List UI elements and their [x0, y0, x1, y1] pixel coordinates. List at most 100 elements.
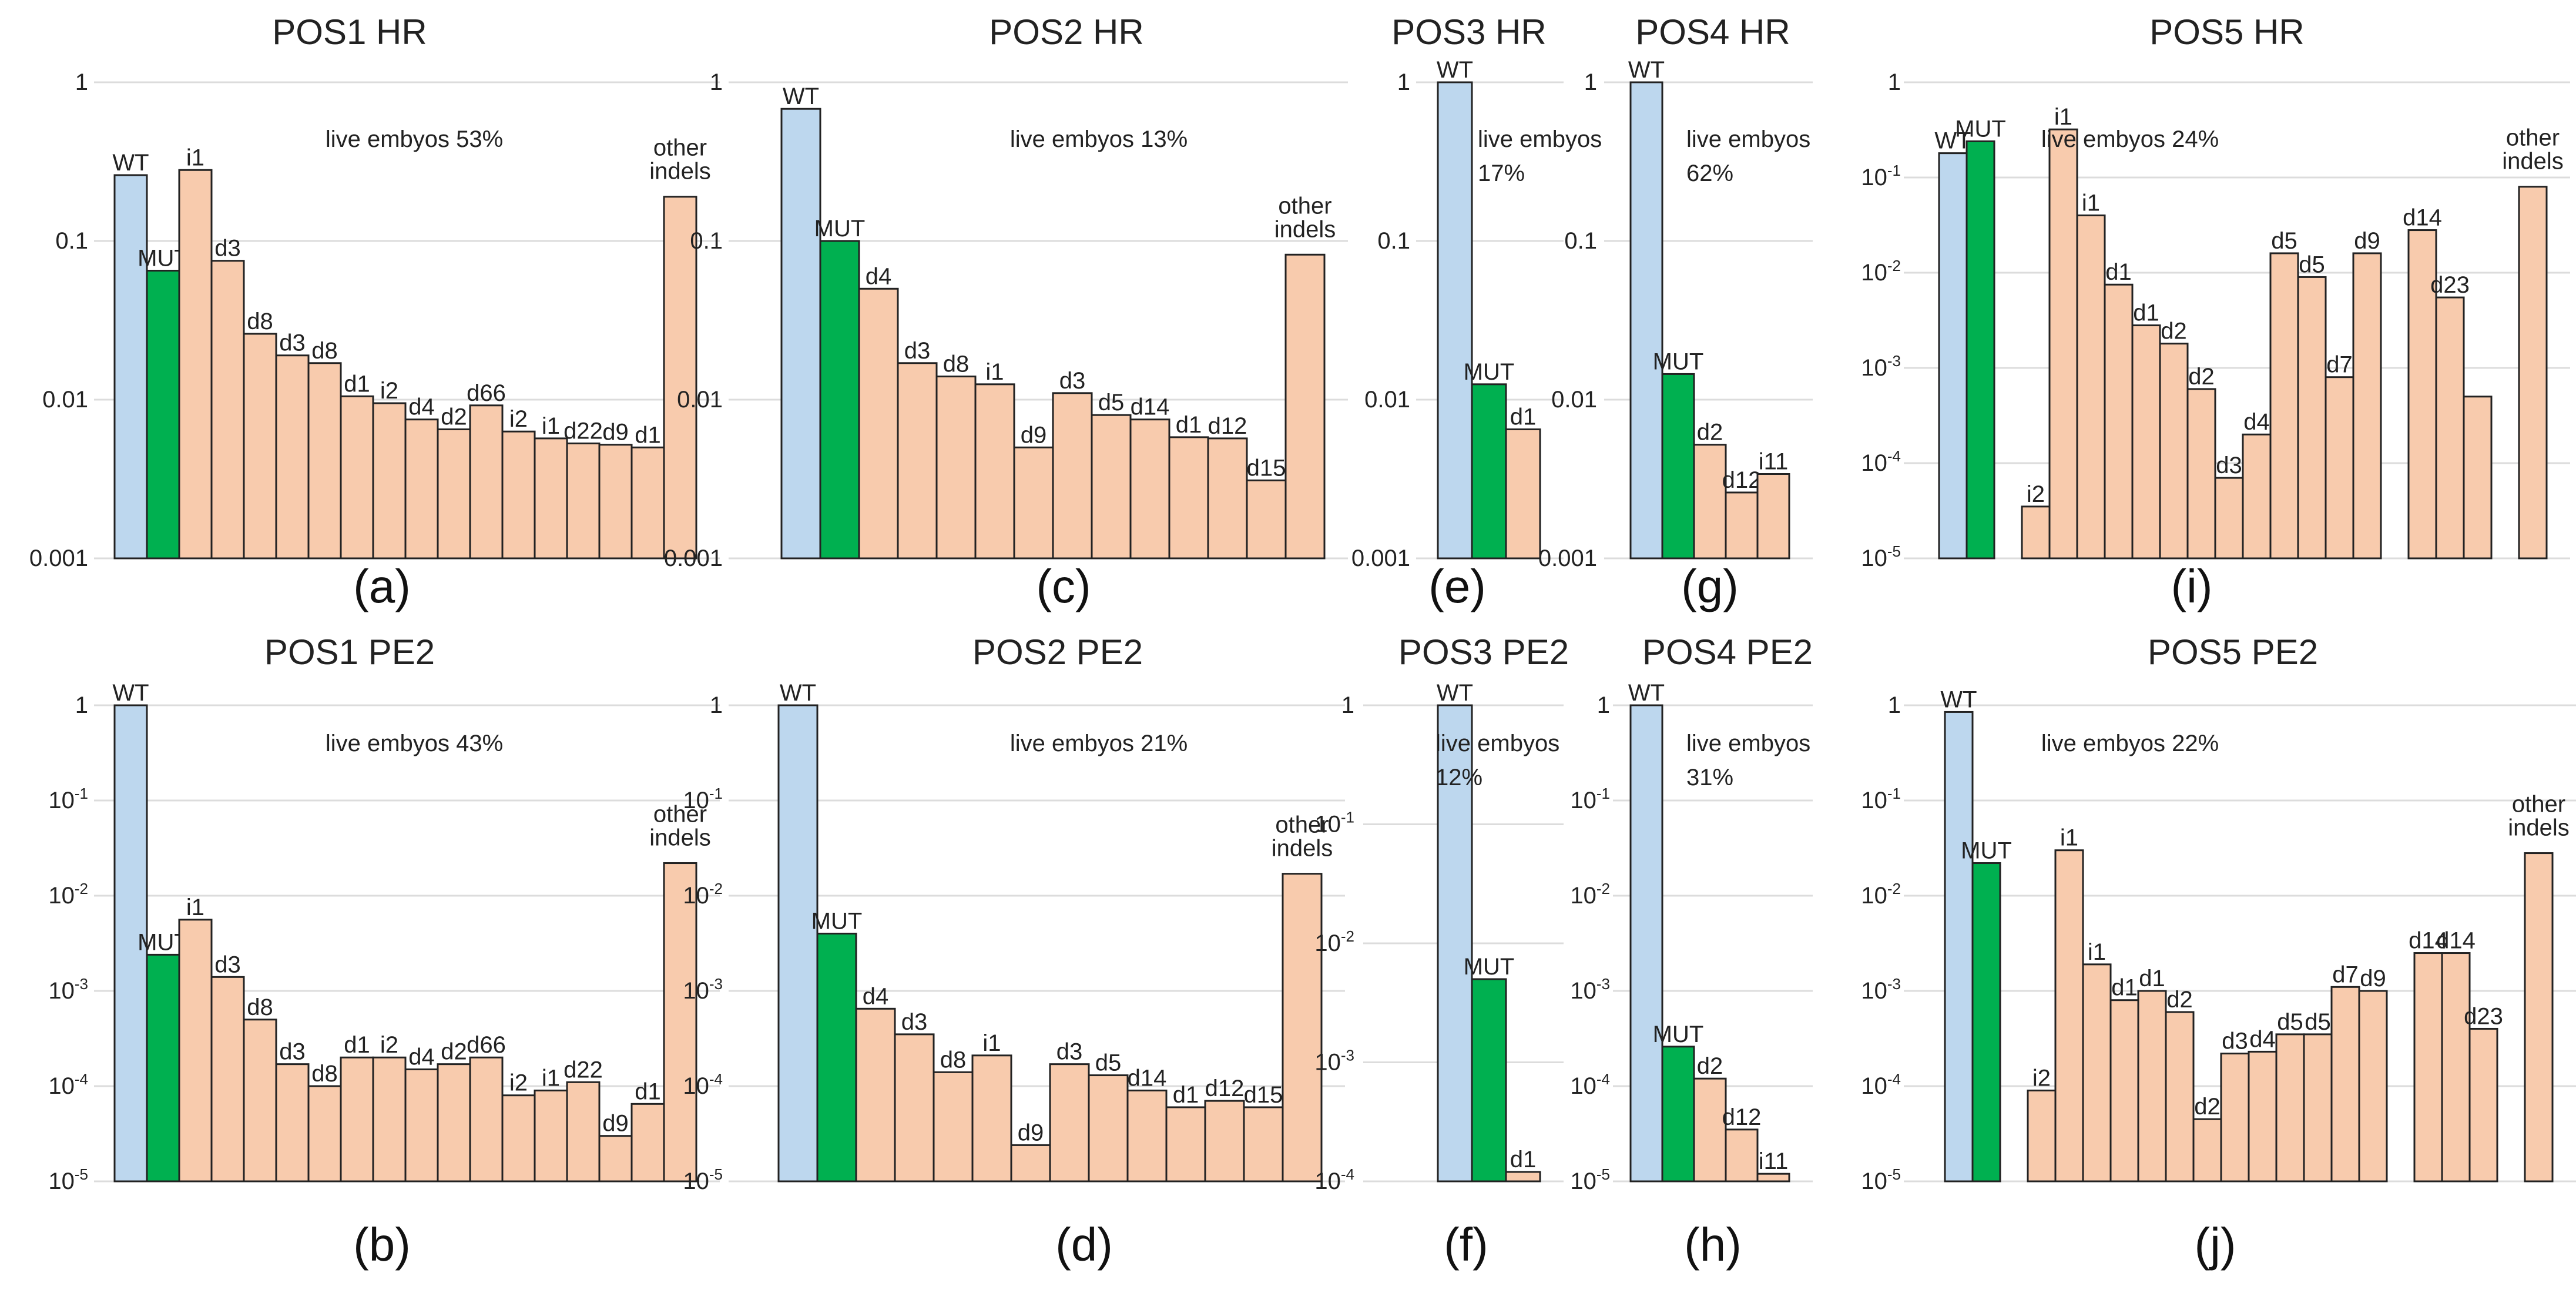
tick-label: 10-4	[48, 1070, 88, 1099]
panel-letter: (i)	[2171, 560, 2212, 612]
bar-d9	[598, 444, 633, 560]
bar-label: d14	[2436, 928, 2476, 954]
bar-label: MUT	[1961, 838, 2012, 864]
bar-d5	[2269, 252, 2299, 560]
bar-d3	[897, 362, 938, 560]
bar-label: WT	[1934, 128, 1971, 154]
bar-label: WT	[780, 680, 816, 706]
tick-label: 10-2	[1861, 257, 1901, 286]
bar-label: d8	[247, 309, 273, 334]
bar-label: i2	[509, 1070, 528, 1096]
panel-letter: (a)	[353, 560, 411, 612]
tick-label: 10-3	[1570, 975, 1610, 1004]
bar-WT	[1437, 704, 1473, 1183]
tick-label: 10-3	[48, 975, 88, 1004]
bar-WT	[1938, 152, 1968, 560]
bar-d1	[340, 395, 374, 560]
bar-d14	[1129, 418, 1170, 560]
bar-label: d12	[1208, 413, 1247, 439]
tick-label: 10-3	[683, 975, 723, 1004]
bar-d1	[340, 1056, 374, 1183]
bar-WT	[780, 108, 821, 560]
tick-label: 10-1	[683, 785, 723, 813]
tick-label: 10-2	[1861, 880, 1901, 909]
bar-i1	[534, 1089, 568, 1183]
live-embryos-note: live embyos	[1686, 731, 1810, 756]
bar-d66	[469, 1056, 504, 1183]
tick-label: 0.01	[42, 387, 88, 413]
bar-d9	[1013, 446, 1054, 560]
panel-i: 110-110-210-310-410-5WTMUTi2i1i1d1d1d2d2…	[1861, 12, 2570, 612]
bar-label: d1	[344, 1032, 370, 1058]
tick-label: 10-1	[1314, 809, 1354, 838]
bar-label: d9	[1018, 1120, 1044, 1145]
bar-label: WT	[112, 150, 149, 176]
tick-label: 1	[1888, 69, 1901, 95]
bar-d3	[894, 1033, 935, 1183]
bar-d2	[2186, 388, 2216, 560]
tick-label: 1	[710, 692, 723, 718]
bar-label: d3	[214, 952, 241, 977]
bar-label: MUT	[814, 216, 866, 242]
tick-label: 10-1	[1861, 162, 1901, 190]
bar-WT	[1944, 711, 1974, 1183]
tick-label: 0.1	[1564, 228, 1597, 254]
bar-d2	[1693, 1077, 1727, 1183]
bar-d8	[243, 1019, 277, 1183]
bar-label: d1	[1510, 404, 1537, 430]
bar-other-indels	[1284, 253, 1326, 560]
bar-label: d5	[2271, 228, 2297, 254]
live-embryos-note: live embyos	[1435, 731, 1559, 756]
bar-label: i11	[1759, 1148, 1788, 1174]
panel-letter: (h)	[1684, 1218, 1742, 1271]
chart-title: POS1 PE2	[264, 632, 435, 672]
bar-unlabeled	[2463, 396, 2493, 560]
bar-d23	[2468, 1027, 2498, 1183]
bar-label: WT	[1940, 686, 1977, 712]
bar-label: d5	[1095, 1050, 1122, 1076]
bar-label: d2	[1697, 420, 1723, 446]
bar-d2	[2159, 343, 2189, 560]
bar-d8	[933, 1071, 974, 1183]
bar-d1	[1168, 436, 1209, 560]
bar-label: WT	[783, 83, 819, 109]
chart-title: POS1 HR	[272, 12, 427, 52]
bar-label: d1	[1176, 412, 1202, 438]
bar-label: d3	[2216, 453, 2242, 478]
live-embryos-note: 31%	[1686, 765, 1733, 790]
bar-label: d22	[564, 1057, 603, 1083]
bar-label: d4	[408, 394, 435, 420]
bar-label: WT	[112, 680, 149, 706]
bar-label: d4	[408, 1044, 435, 1070]
bar-label: d2	[1697, 1053, 1723, 1079]
bar-label: d14	[2403, 205, 2442, 231]
bar-label: i1	[2060, 825, 2078, 851]
live-embryos-note: live embyos 43%	[326, 731, 503, 756]
bar-label: MUT	[1464, 359, 1515, 385]
chart-title: POS3 PE2	[1398, 632, 1569, 672]
bar-d4	[858, 287, 899, 560]
bar-i1	[534, 437, 568, 560]
tick-label: 1	[1888, 692, 1901, 718]
bar-d5	[2297, 276, 2327, 560]
bar-d4	[404, 1068, 439, 1183]
bar-label: i2	[380, 1032, 398, 1058]
bar-label: other	[1275, 812, 1329, 838]
bar-label: i11	[1759, 449, 1788, 475]
bar-other-indels	[663, 196, 697, 560]
bar-MUT	[146, 953, 180, 1183]
bar-other-indels	[2518, 186, 2548, 560]
bar-MUT	[1971, 862, 2001, 1183]
bar-label: d3	[904, 338, 931, 364]
bar-label: d1	[2133, 300, 2159, 326]
bar-i2	[2027, 1089, 2057, 1183]
bar-MUT	[1661, 1046, 1695, 1183]
bar-label: d9	[602, 420, 629, 446]
bar-label: d5	[1098, 390, 1125, 416]
bar-label: d9	[602, 1111, 629, 1137]
bar-label: d1	[2111, 975, 2138, 1001]
bar-label: d5	[2277, 1009, 2303, 1035]
